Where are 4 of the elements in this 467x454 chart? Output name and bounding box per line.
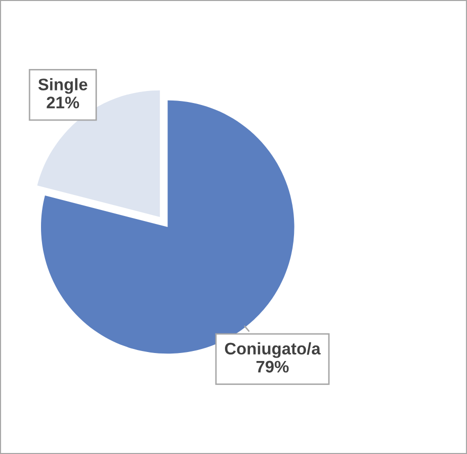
data-label: 79%	[256, 360, 289, 373]
slice-label: Coniugato/a	[224, 342, 321, 358]
data-label: 21%	[46, 96, 80, 108]
slice-label: Single	[38, 78, 88, 94]
